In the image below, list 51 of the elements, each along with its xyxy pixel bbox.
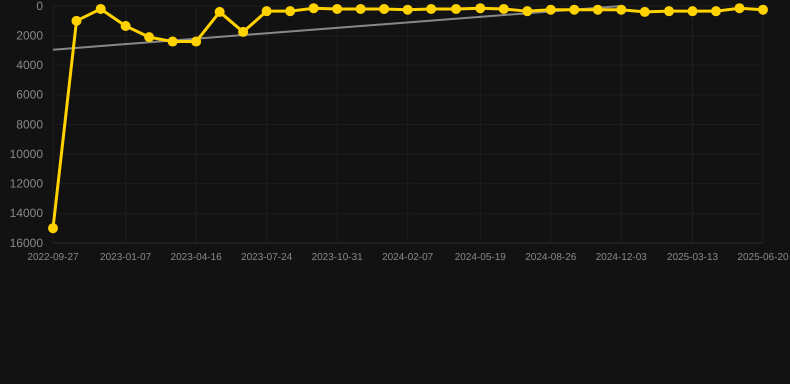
point xyxy=(522,6,532,16)
y-tick-label: 10000 xyxy=(10,146,44,161)
x-tick-label: 2025-06-20 xyxy=(737,252,790,264)
point xyxy=(475,3,486,14)
point xyxy=(144,32,154,42)
y-tick-label: 14000 xyxy=(10,206,44,220)
x-tick-label: 2023-10-31 xyxy=(312,252,364,264)
point xyxy=(498,4,509,14)
x-tick-label: 2022-09-27 xyxy=(27,252,80,264)
point xyxy=(120,20,131,31)
point xyxy=(734,3,744,14)
y-tick-label: 8000 xyxy=(16,117,44,132)
point xyxy=(168,36,178,47)
point xyxy=(214,6,225,17)
y-tick-label: 2000 xyxy=(16,28,44,42)
y-tick-label: 4000 xyxy=(16,58,44,72)
point xyxy=(308,3,319,14)
x-tick-label: 2024-08-26 xyxy=(525,252,577,264)
point xyxy=(262,6,272,16)
point xyxy=(402,4,413,15)
y-tick-label: 6000 xyxy=(16,88,44,102)
x-tick-label: 2024-02-07 xyxy=(382,252,434,264)
y-tick-label: 12000 xyxy=(10,176,44,191)
point xyxy=(426,4,436,14)
point xyxy=(546,4,556,15)
point xyxy=(356,4,366,14)
point xyxy=(96,4,106,14)
point xyxy=(592,4,603,15)
y-tick-label: 0 xyxy=(36,0,44,13)
point xyxy=(640,6,650,17)
x-tick-label: 2024-12-03 xyxy=(596,252,648,264)
point xyxy=(332,4,342,14)
point xyxy=(72,16,82,26)
point xyxy=(569,4,580,15)
y-tick-label: 16000 xyxy=(10,236,44,250)
point xyxy=(711,6,721,16)
point xyxy=(688,6,698,16)
point xyxy=(379,4,390,14)
x-tick-label: 2023-07-24 xyxy=(241,252,293,264)
point xyxy=(616,4,626,15)
point xyxy=(191,36,202,47)
point xyxy=(451,4,462,14)
x-tick-label: 2024-05-19 xyxy=(454,252,506,264)
point xyxy=(285,6,296,16)
point xyxy=(48,223,58,234)
point xyxy=(238,26,248,37)
x-tick-label: 2025-03-13 xyxy=(666,252,719,264)
x-tick-label: 2023-04-16 xyxy=(170,252,222,264)
point xyxy=(664,6,674,16)
point xyxy=(758,4,768,15)
x-tick-label: 2023-01-07 xyxy=(100,252,152,264)
